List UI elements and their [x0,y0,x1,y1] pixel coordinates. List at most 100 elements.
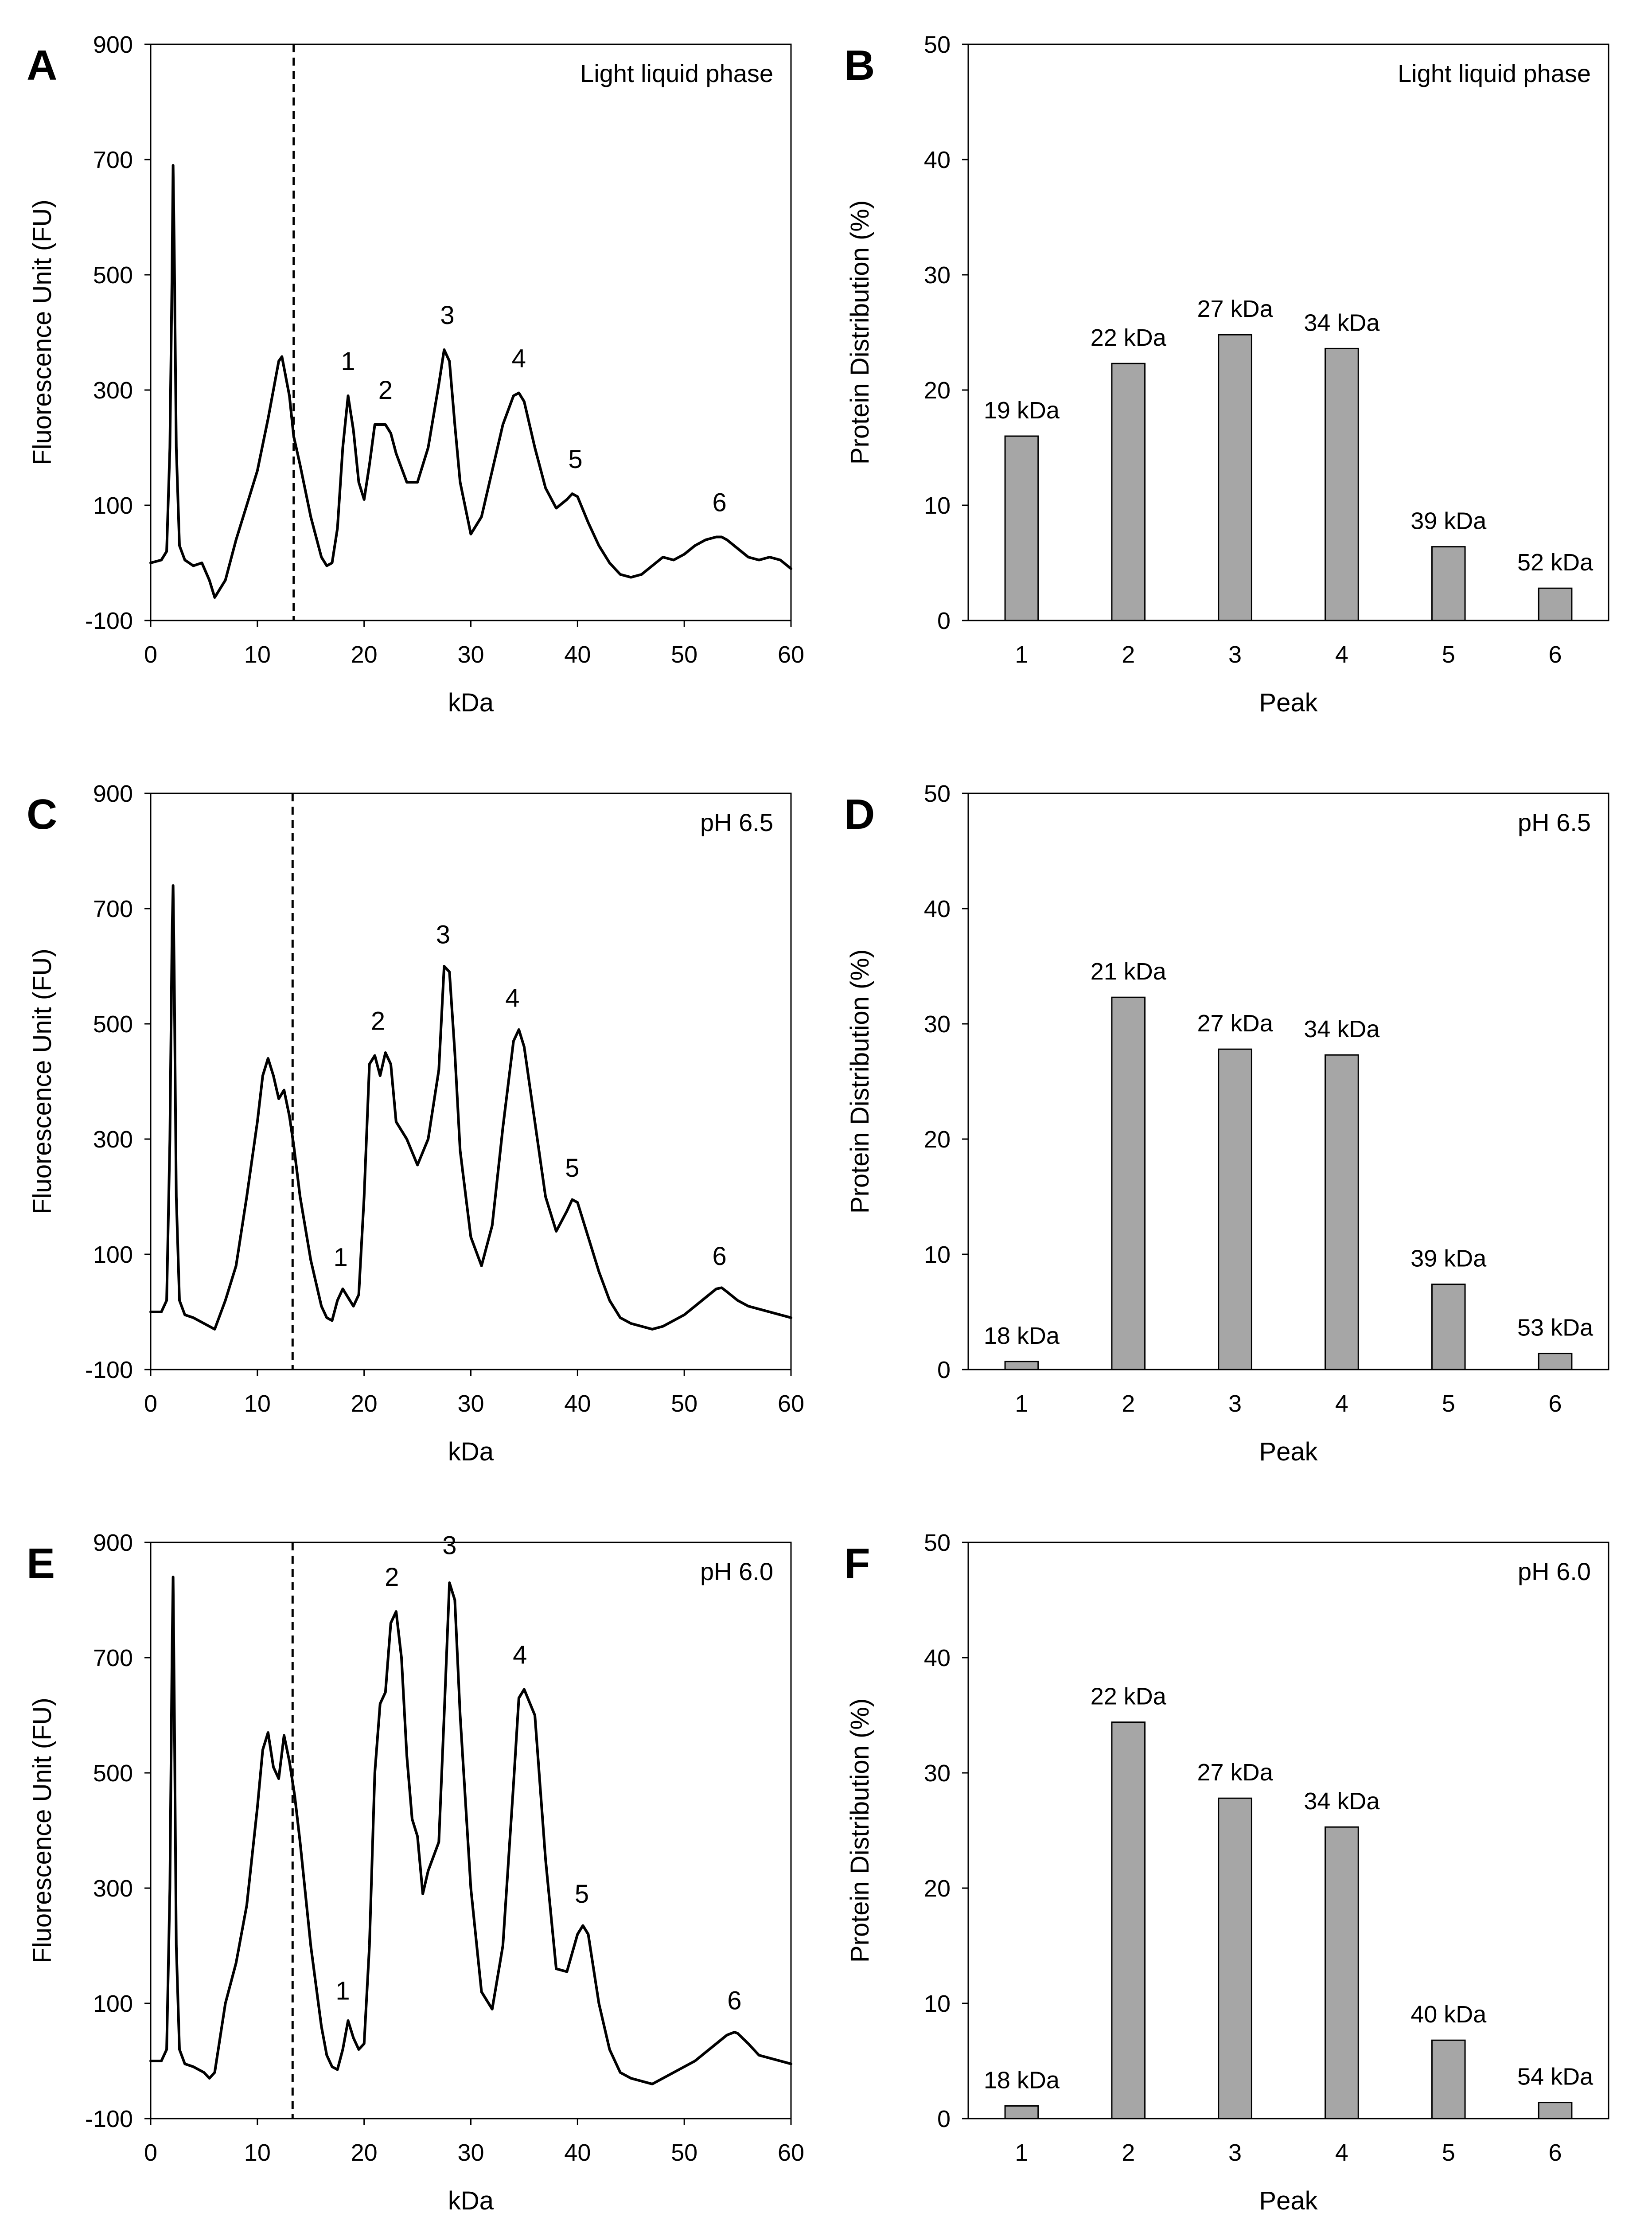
bar-value-label: 39 kDa [1410,1245,1487,1272]
peak-label: 4 [505,984,519,1013]
y-tick-label: 700 [93,896,133,922]
y-tick-label: 0 [937,608,951,634]
plot-frame [967,1542,1609,2119]
x-tick-label: 0 [144,2139,157,2166]
y-tick-label: -100 [85,1357,133,1383]
bar [1111,363,1146,621]
plot-frame [967,792,1609,1370]
x-tick-label: 4 [1335,2139,1348,2166]
x-tick-label: 1 [1015,2139,1028,2166]
peak-label: 1 [341,347,355,376]
x-tick-label: 2 [1122,641,1135,668]
x-tick-label: 40 [564,2139,591,2166]
bar [1538,1353,1573,1370]
panel-letter: B [844,42,875,89]
x-tick-label: 20 [351,1390,378,1417]
x-axis-label: kDa [448,1437,494,1466]
peak-label: 2 [385,1563,399,1592]
panel-annotation: Light liquid phase [580,59,773,87]
x-tick-label: 40 [564,1390,591,1417]
bar-value-label: 39 kDa [1410,508,1487,535]
y-tick-label: 30 [924,1760,951,1787]
y-tick-label: 500 [93,1760,133,1787]
bar-value-label: 52 kDa [1517,549,1594,576]
panel-annotation: pH 6.5 [700,808,773,836]
y-tick-label: 40 [924,1645,951,1671]
y-tick-label: -100 [85,2106,133,2132]
y-tick-label: 20 [924,377,951,404]
bar [1218,1048,1252,1370]
y-tick-label: 900 [93,31,133,58]
plot-frame [967,43,1609,621]
x-tick-label: 3 [1228,2139,1242,2166]
y-tick-label: 40 [924,896,951,922]
y-axis-label: Protein Distribution (%) [845,1698,874,1963]
x-axis-label: kDa [448,2186,494,2213]
bar-value-label: 18 kDa [984,1323,1060,1349]
panel-annotation: pH 6.0 [700,1557,773,1585]
panel-a: A Light liquid phase-100100300500700900kD… [27,31,804,717]
bar-value-label: 22 kDa [1091,324,1167,351]
peak-label: 5 [568,445,582,474]
x-tick-label: 2 [1122,1390,1135,1417]
bar [1004,435,1039,621]
x-tick-label: 60 [778,1390,804,1417]
x-tick-label: 40 [564,641,591,668]
y-tick-label: 300 [93,1875,133,1902]
x-tick-label: 1 [1015,1390,1028,1417]
x-axis-label: Peak [1259,2186,1318,2213]
panel-letter: D [844,791,875,838]
bar-value-label: 40 kDa [1410,2001,1487,2028]
peak-label: 4 [512,344,526,373]
bar [1111,1721,1146,2119]
x-tick-label: 30 [457,1390,484,1417]
x-axis-label: Peak [1259,688,1318,717]
series-line [149,1576,792,2085]
bar-value-label: 27 kDa [1197,1010,1274,1037]
panel-annotation: pH 6.0 [1518,1557,1591,1585]
x-tick-label: 5 [1442,2139,1455,2166]
x-tick-label: 2 [1122,2139,1135,2166]
bar [1004,1361,1039,1370]
x-tick-label: 6 [1549,641,1562,668]
x-tick-label: 50 [671,2139,697,2166]
x-tick-label: 60 [778,2139,804,2166]
y-axis-label: Protein Distribution (%) [845,949,874,1214]
bar-value-label: 27 kDa [1197,1759,1274,1786]
bar-value-label: 34 kDa [1304,309,1380,336]
x-tick-label: 20 [351,641,378,668]
panel-annotation: Light liquid phase [1398,59,1591,87]
y-tick-label: 50 [924,781,951,807]
bar-value-label: 18 kDa [984,2067,1060,2093]
bar [1325,347,1359,621]
bar-value-label: 19 kDa [984,397,1060,424]
peak-label: 6 [713,488,727,517]
plot-frame [150,792,792,1370]
y-tick-label: 100 [93,492,133,519]
peak-label: 1 [335,1976,350,2005]
bar-value-label: 34 kDa [1304,1788,1380,1815]
x-tick-label: 30 [457,641,484,668]
x-tick-label: 0 [144,641,157,668]
peak-label: 2 [378,376,393,405]
panel-letter: E [27,1540,55,1587]
x-tick-label: 5 [1442,1390,1455,1417]
bar [1325,1054,1359,1370]
panel-letter: A [27,42,57,89]
bar [1218,334,1252,621]
y-tick-label: 700 [93,147,133,173]
y-axis-label: Fluorescence Unit (FU) [28,1698,57,1963]
bar [1431,2039,1466,2119]
peak-label: 5 [565,1154,579,1183]
x-tick-label: 10 [244,2139,271,2166]
y-tick-label: 10 [924,1241,951,1268]
bar [1538,2102,1573,2119]
y-tick-label: 0 [937,2106,951,2132]
y-tick-label: 20 [924,1126,951,1153]
x-tick-label: 50 [671,641,697,668]
bar [1111,996,1146,1370]
panel-letter: C [27,791,57,838]
